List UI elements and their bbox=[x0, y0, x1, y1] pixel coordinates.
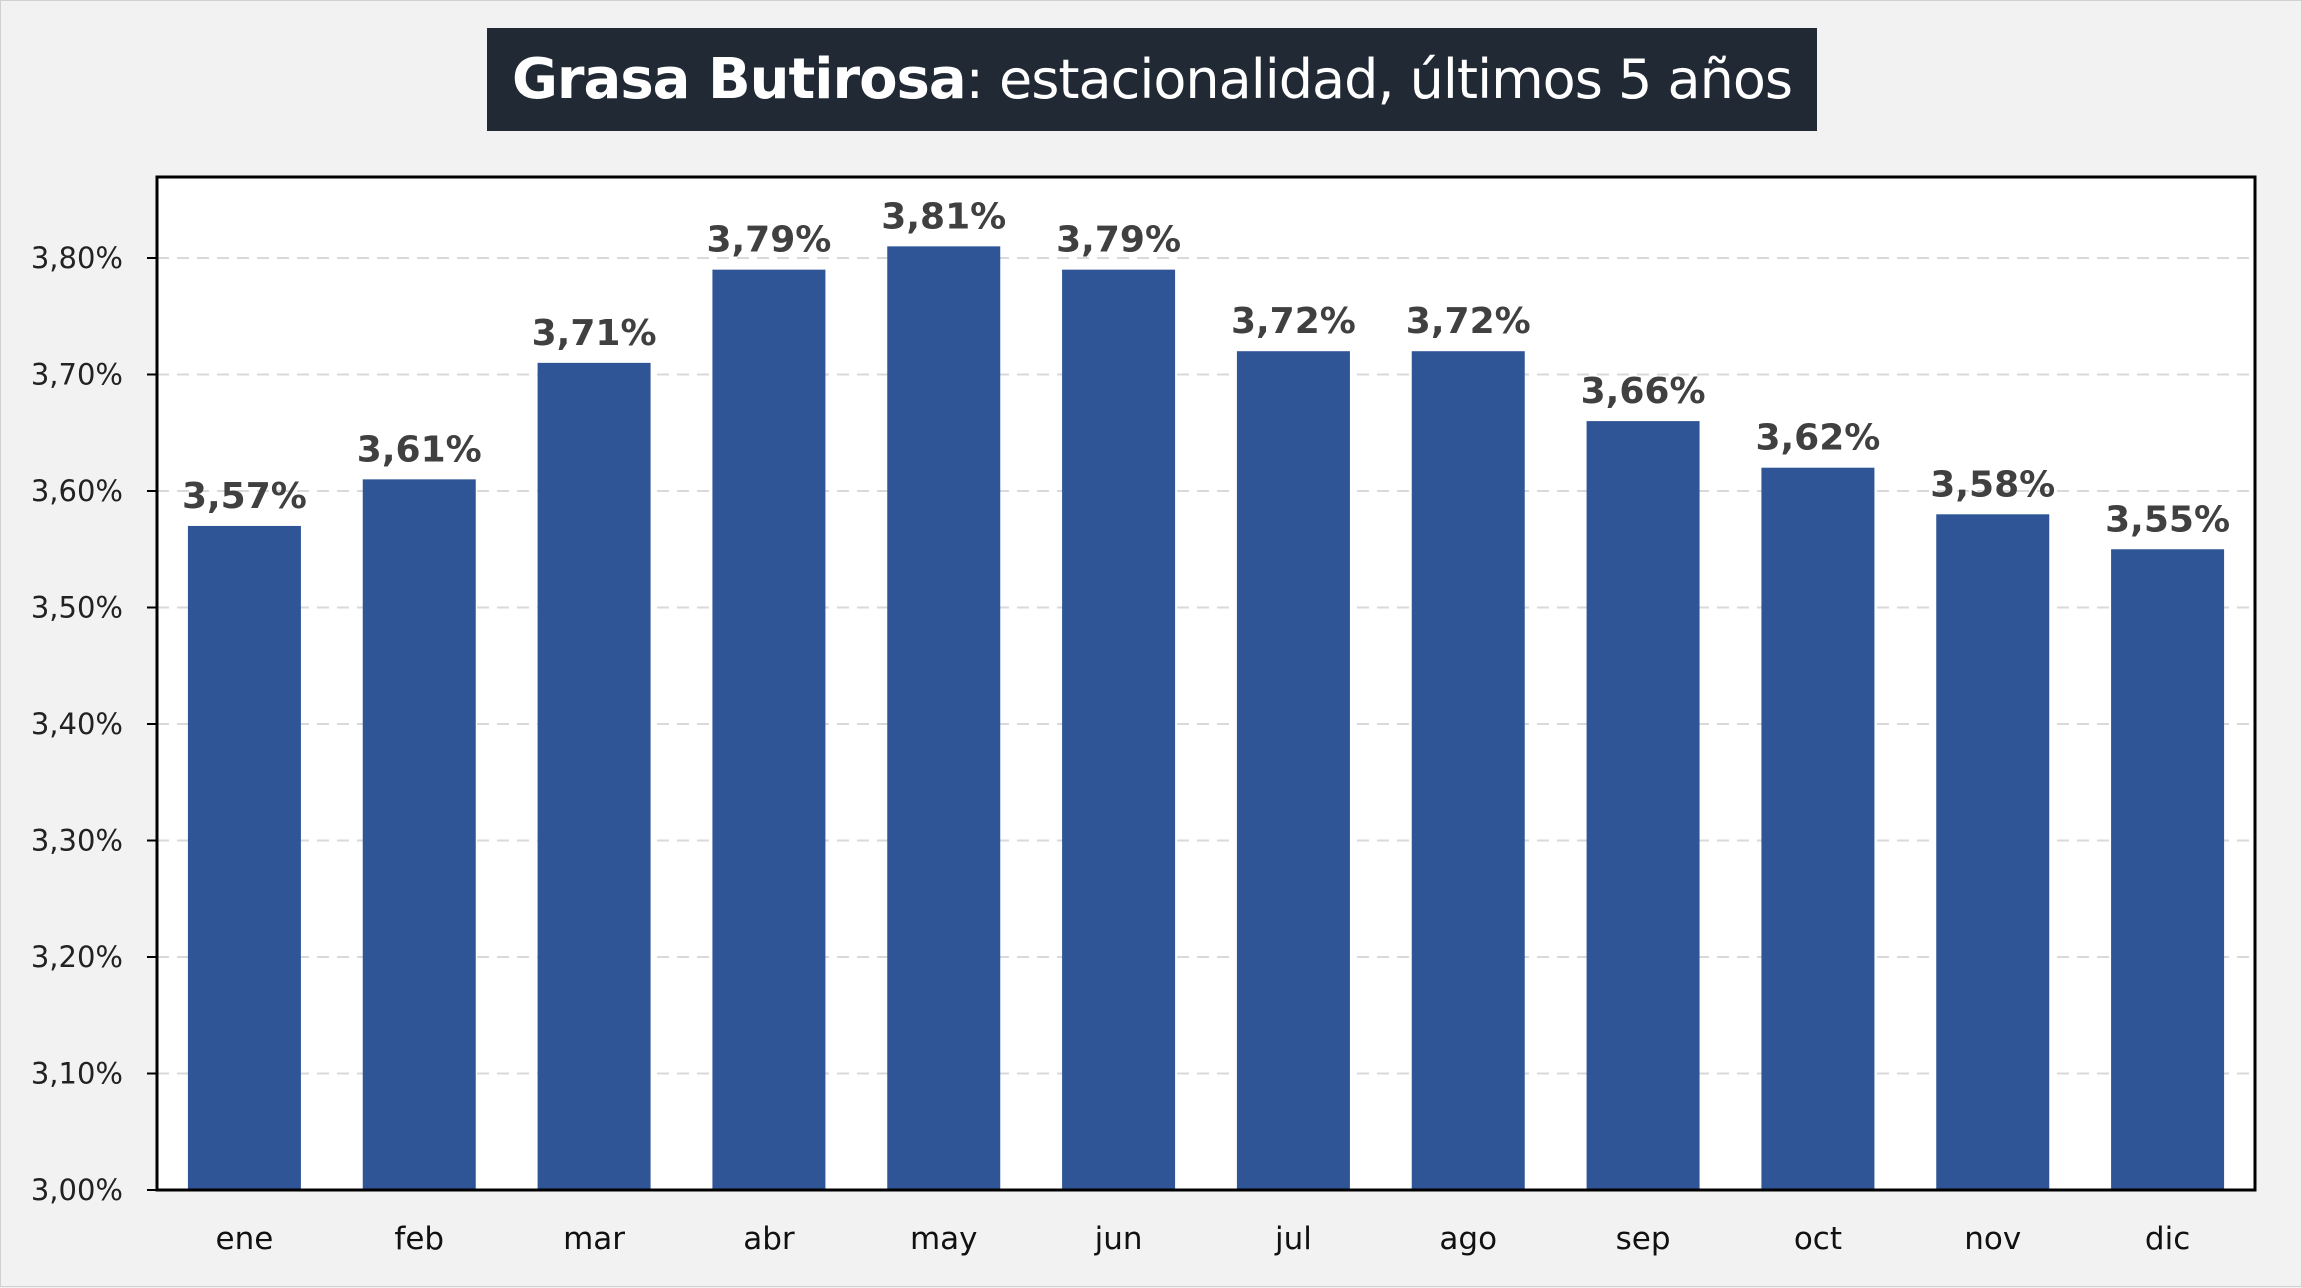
plot-frame bbox=[155, 175, 2257, 1192]
x-tick-label-may: may bbox=[910, 1221, 978, 1257]
y-tick-label: 3,50% bbox=[31, 591, 123, 625]
x-tick-label-feb: feb bbox=[394, 1221, 444, 1257]
y-tick-label: 3,80% bbox=[31, 241, 123, 275]
bar-ago bbox=[1411, 351, 1525, 1190]
y-tick-label: 3,20% bbox=[31, 940, 123, 974]
data-label-may: 3,81% bbox=[881, 196, 1006, 237]
x-tick-label-ago: ago bbox=[1439, 1221, 1497, 1257]
data-label-mar: 3,71% bbox=[532, 313, 657, 354]
grid-lines bbox=[157, 257, 2255, 1075]
bar-nov bbox=[1936, 514, 2050, 1190]
bar-oct bbox=[1761, 467, 1875, 1190]
bar-jul bbox=[1236, 351, 1350, 1190]
x-axis: ene feb mar abr may jun jul ago sep oct nov dic bbox=[216, 1221, 2191, 1257]
data-label-jun: 3,79% bbox=[1056, 220, 1181, 261]
chart-title-rest: : estacionalidad, últimos 5 años bbox=[965, 48, 1793, 111]
x-tick-label-oct: oct bbox=[1794, 1221, 1842, 1257]
data-labels: 3,57% 3,61% 3,71% 3,79% 3,81% 3,79% 3,72% 3,72%… bbox=[182, 196, 2230, 540]
y-tick-label: 3,40% bbox=[31, 707, 123, 741]
bar-jun bbox=[1062, 269, 1176, 1190]
bar-dic bbox=[2111, 549, 2225, 1190]
bar-feb bbox=[362, 479, 476, 1191]
data-label-feb: 3,61% bbox=[357, 429, 482, 470]
bar-may bbox=[887, 246, 1001, 1191]
y-tick-label: 3,70% bbox=[31, 358, 123, 392]
bar-sep bbox=[1586, 421, 1700, 1191]
y-tick-label: 3,60% bbox=[31, 474, 123, 508]
x-tick-label-ene: ene bbox=[216, 1221, 274, 1257]
data-label-oct: 3,62% bbox=[1755, 418, 1880, 459]
bars bbox=[187, 246, 2225, 1191]
y-tick-label: 3,10% bbox=[31, 1057, 123, 1091]
y-axis: 3,00% 3,10% 3,20% 3,30% 3,40% 3,50% 3,60% 3,70%… bbox=[31, 241, 157, 1207]
data-label-dic: 3,55% bbox=[2105, 499, 2230, 540]
x-tick-label-sep: sep bbox=[1616, 1221, 1671, 1257]
x-tick-label-nov: nov bbox=[1964, 1221, 2021, 1257]
y-tick-label: 3,00% bbox=[31, 1173, 123, 1207]
data-label-sep: 3,66% bbox=[1581, 371, 1706, 412]
data-label-ago: 3,72% bbox=[1406, 301, 1531, 342]
x-tick-label-jun: jun bbox=[1094, 1221, 1143, 1257]
chart-title: Grasa Butirosa: estacionalidad, últimos … bbox=[487, 28, 1817, 131]
plot-area bbox=[157, 177, 2255, 1190]
chart-title-bold: Grasa Butirosa bbox=[511, 47, 967, 112]
bar-ene bbox=[187, 525, 301, 1190]
bar-mar bbox=[537, 362, 651, 1191]
x-tick-label-abr: abr bbox=[743, 1221, 795, 1257]
data-label-jul: 3,72% bbox=[1231, 301, 1356, 342]
y-tick-label: 3,30% bbox=[31, 824, 123, 858]
x-tick-label-jul: jul bbox=[1274, 1221, 1312, 1257]
data-label-ene: 3,57% bbox=[182, 476, 307, 517]
x-tick-label-mar: mar bbox=[563, 1221, 625, 1257]
bar-abr bbox=[712, 269, 826, 1190]
x-tick-label-dic: dic bbox=[2145, 1221, 2190, 1257]
data-label-nov: 3,58% bbox=[1930, 464, 2055, 505]
data-label-abr: 3,79% bbox=[706, 220, 831, 261]
